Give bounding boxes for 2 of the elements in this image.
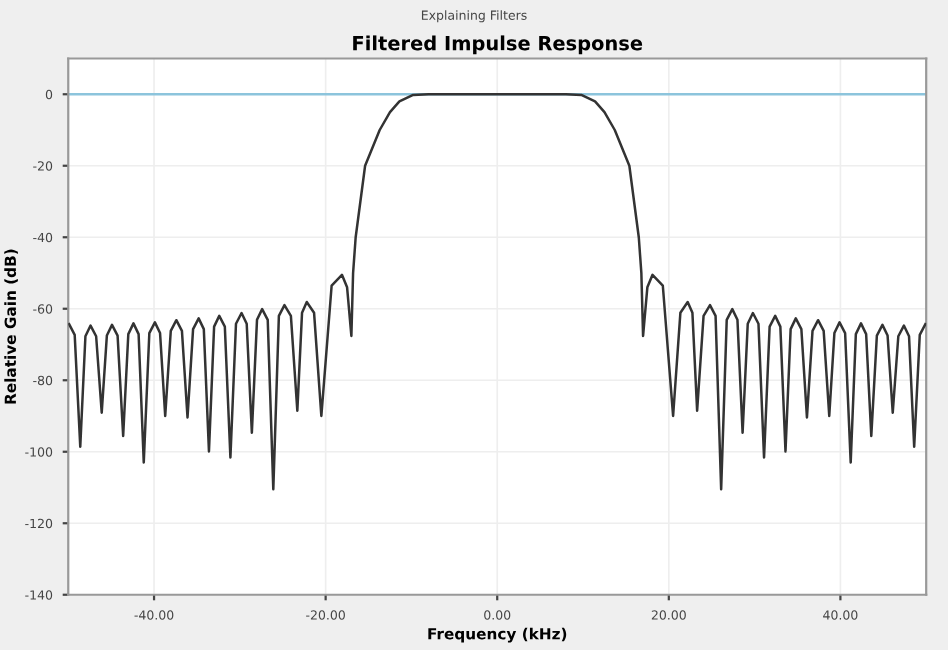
- chart-title: Filtered Impulse Response: [353, 35, 643, 55]
- line-series: [68, 93, 927, 491]
